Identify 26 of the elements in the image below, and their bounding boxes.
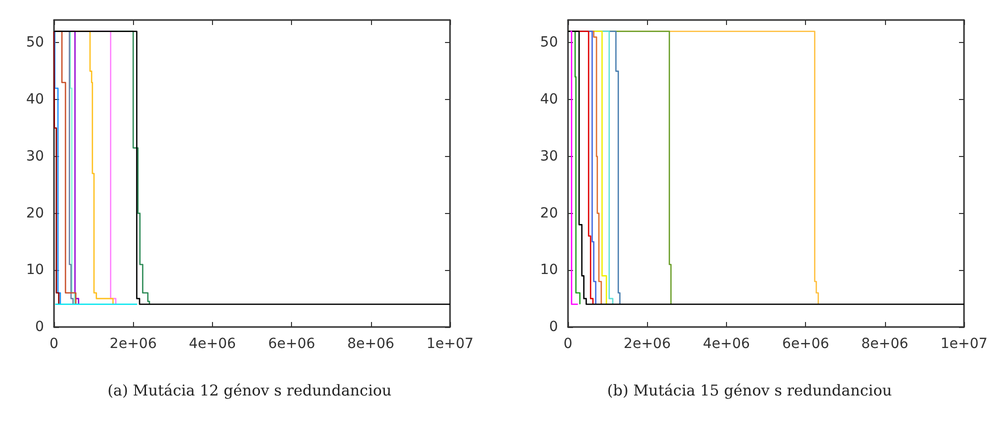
x-tick-label: 4e+06 bbox=[702, 336, 750, 352]
x-tick-label: 4e+06 bbox=[188, 336, 236, 352]
y-tick-label: 40 bbox=[26, 92, 44, 108]
y-tick-label: 20 bbox=[540, 205, 558, 222]
y-tick-label: 20 bbox=[26, 205, 44, 222]
y-tick-label: 40 bbox=[540, 92, 558, 108]
y-tick-label: 10 bbox=[540, 262, 558, 278]
y-tick-label: 50 bbox=[540, 34, 558, 51]
text: (b) Mutácia 15 génov s redundanciou bbox=[607, 382, 892, 400]
x-tick-label: 1e+07 bbox=[426, 336, 474, 352]
x-tick-label: 2e+06 bbox=[110, 336, 157, 352]
y-tick-label: 30 bbox=[540, 148, 558, 164]
y-tick-label: 50 bbox=[26, 34, 44, 51]
x-tick-label: 1e+07 bbox=[940, 336, 988, 352]
y-tick-label: 10 bbox=[26, 262, 44, 278]
x-tick-label: 6e+06 bbox=[268, 336, 316, 352]
y-tick-label: 30 bbox=[26, 148, 44, 164]
x-tick-label: 2e+06 bbox=[624, 336, 671, 352]
text: (a) Mutácia 12 génov s redundanciou bbox=[107, 382, 392, 400]
y-tick-label: 0 bbox=[549, 319, 558, 335]
x-tick-label: 8e+06 bbox=[861, 336, 908, 352]
x-tick-label: 0 bbox=[50, 336, 58, 352]
x-tick-label: 8e+06 bbox=[347, 336, 394, 352]
x-tick-label: 6e+06 bbox=[782, 336, 830, 352]
y-tick-label: 0 bbox=[35, 319, 44, 335]
x-tick-label: 0 bbox=[564, 336, 572, 352]
